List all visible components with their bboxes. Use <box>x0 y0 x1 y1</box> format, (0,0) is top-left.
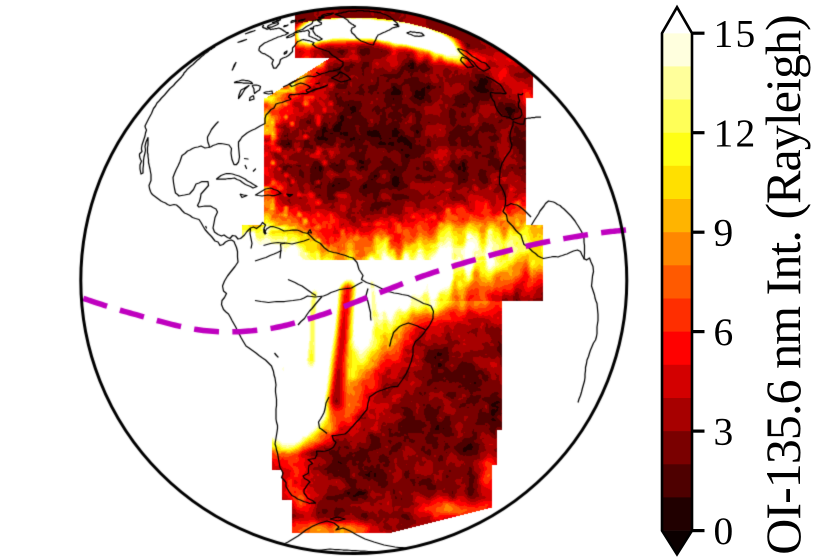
svg-text:6: 6 <box>714 310 736 354</box>
svg-text:12: 12 <box>714 111 758 155</box>
svg-text:3: 3 <box>714 409 736 453</box>
svg-text:15: 15 <box>714 11 758 55</box>
svg-text:0: 0 <box>714 509 736 553</box>
svg-text:9: 9 <box>714 210 736 254</box>
svg-text:OI-135.6 nm Int. (Rayleigh): OI-135.6 nm Int. (Rayleigh) <box>755 15 811 555</box>
